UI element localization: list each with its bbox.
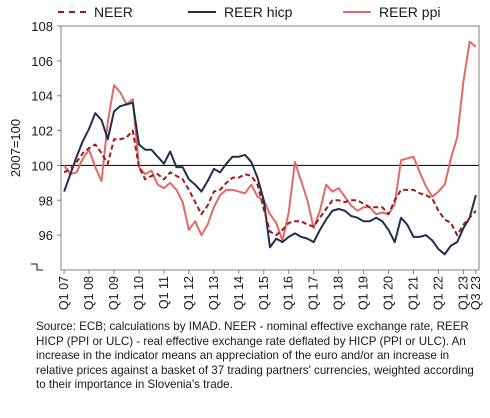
legend-swatch-reer-ppi: [343, 11, 371, 13]
x-tick-label: Q1 13: [207, 276, 221, 310]
y-tick-label: 102: [31, 124, 53, 139]
plot-frame: [60, 25, 480, 271]
y-tick-label: 108: [31, 19, 53, 34]
series-line-reer-ppi: [63, 40, 477, 242]
x-tick-label: Q1 18: [332, 276, 346, 310]
legend-item-reer-hicp: REER hicp: [188, 4, 292, 20]
legend-swatch-neer: [58, 11, 86, 13]
x-tick-label: Q1 21: [406, 276, 420, 310]
x-tick-label: Q1 17: [307, 276, 321, 310]
x-tick-label: Q1 15: [257, 276, 271, 310]
legend-item-reer-ppi: REER ppi: [343, 4, 440, 20]
y-tick-label: 100: [31, 158, 53, 173]
x-tick-label: Q1 22: [431, 276, 445, 310]
x-tick-label: Q1 16: [282, 276, 296, 310]
x-tick-label: Q1 09: [107, 276, 121, 310]
y-axis-title: 2007=100: [8, 119, 23, 177]
y-tick-label: 96: [39, 228, 53, 243]
y-tick-label: 106: [31, 54, 53, 69]
series-line-reer-hicp: [63, 101, 477, 256]
y-tick-label: 104: [31, 89, 53, 104]
legend-label-neer: NEER: [94, 4, 133, 20]
x-tick-label: Q1 10: [132, 276, 146, 310]
legend-swatch-reer-hicp: [188, 11, 216, 13]
x-tick-label: Q1 19: [357, 276, 371, 310]
axis-break-icon: [31, 263, 43, 271]
x-tick-label: Q3 23: [469, 276, 483, 310]
x-tick-label: Q1 14: [232, 276, 246, 310]
chart-legend: NEER REER hicp REER ppi: [58, 4, 478, 24]
x-tick-label: Q1 07: [57, 276, 71, 310]
x-tick-label: Q1 20: [382, 276, 396, 310]
series-line-neer: [63, 129, 477, 237]
legend-label-reer-hicp: REER hicp: [224, 4, 293, 20]
chart-footnote: Source: ECB; calculations by IMAD. NEER …: [36, 320, 474, 392]
legend-label-reer-ppi: REER ppi: [379, 4, 441, 20]
x-tick-label: Q1 08: [82, 276, 96, 310]
x-tick-label: Q1 11: [157, 276, 171, 309]
x-tick-label: Q1 12: [182, 276, 196, 310]
x-tick-label: Q1 23: [456, 276, 470, 310]
legend-item-neer: NEER: [58, 4, 133, 20]
y-tick-label: 98: [39, 193, 53, 208]
line-chart: 96 98 100 102 104 106 108 2007=100 Q1 07 Q1 08 Q1 …: [8, 19, 483, 310]
